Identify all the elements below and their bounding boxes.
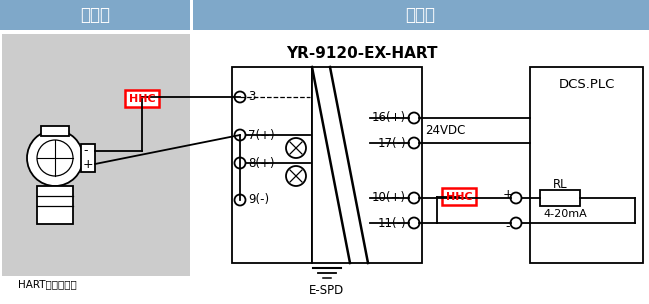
Text: 安全区: 安全区 xyxy=(405,6,435,24)
Bar xyxy=(81,144,95,172)
Circle shape xyxy=(234,195,245,206)
Circle shape xyxy=(511,217,522,229)
Bar xyxy=(442,188,476,205)
Text: 16(+): 16(+) xyxy=(372,112,406,125)
Circle shape xyxy=(511,192,522,203)
Text: -: - xyxy=(83,144,88,157)
Bar xyxy=(41,126,69,136)
Circle shape xyxy=(234,92,245,102)
Text: DCS.PLC: DCS.PLC xyxy=(558,78,615,92)
Text: 危险区: 危险区 xyxy=(80,6,110,24)
Text: 17(-): 17(-) xyxy=(377,136,406,150)
Bar xyxy=(37,186,73,224)
Bar xyxy=(540,190,580,206)
Text: 24VDC: 24VDC xyxy=(425,124,465,137)
Circle shape xyxy=(286,166,306,186)
Bar xyxy=(193,0,649,30)
Circle shape xyxy=(286,138,306,158)
Bar xyxy=(312,67,422,263)
Text: RL: RL xyxy=(553,178,567,191)
Text: HHC: HHC xyxy=(129,94,155,103)
Circle shape xyxy=(408,137,419,148)
Circle shape xyxy=(234,130,245,140)
Text: E-SPD: E-SPD xyxy=(310,284,345,296)
Bar xyxy=(530,67,643,263)
Text: 11(-): 11(-) xyxy=(377,216,406,230)
Text: HHC: HHC xyxy=(446,192,472,202)
Text: 9(-): 9(-) xyxy=(248,194,269,206)
Bar xyxy=(0,0,190,30)
Text: 7(+): 7(+) xyxy=(248,129,275,141)
Text: 8(+): 8(+) xyxy=(248,157,275,170)
Text: +: + xyxy=(83,157,93,171)
Bar xyxy=(2,34,190,276)
Circle shape xyxy=(27,130,83,186)
Circle shape xyxy=(408,217,419,229)
Text: YR-9120-EX-HART: YR-9120-EX-HART xyxy=(286,46,437,60)
Text: +: + xyxy=(503,188,513,201)
Circle shape xyxy=(37,140,73,176)
Text: 10(+): 10(+) xyxy=(372,192,406,205)
Bar xyxy=(232,67,312,263)
Text: -: - xyxy=(506,220,510,233)
Bar xyxy=(125,90,159,107)
Circle shape xyxy=(408,192,419,203)
Text: 3: 3 xyxy=(248,91,255,103)
Circle shape xyxy=(234,157,245,168)
Circle shape xyxy=(408,112,419,123)
Text: HART智能变送器: HART智能变送器 xyxy=(18,279,77,289)
Text: 4-20mA: 4-20mA xyxy=(543,209,587,219)
